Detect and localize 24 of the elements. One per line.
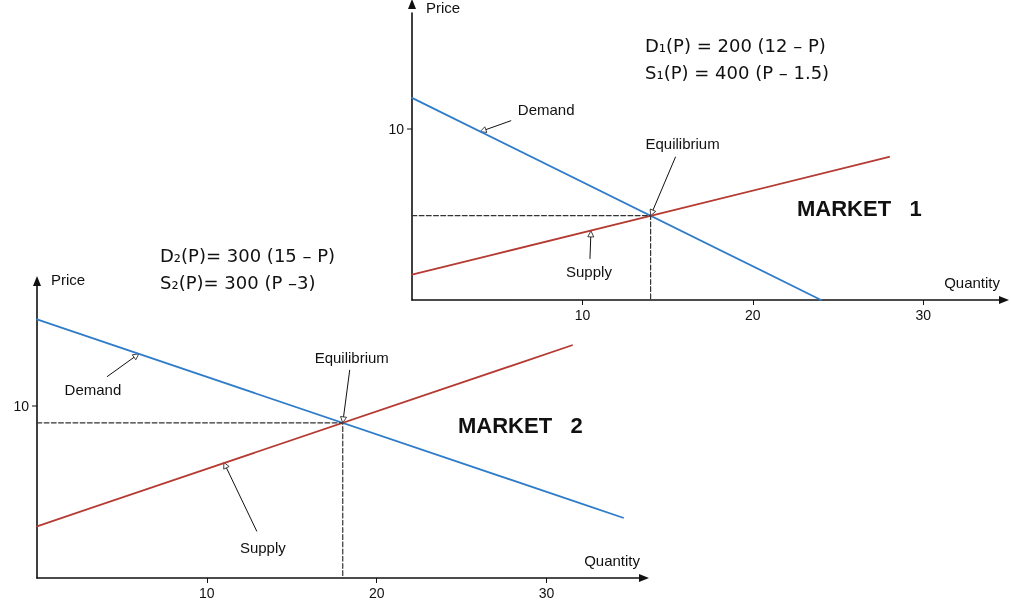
- x-tick-label: 10: [574, 307, 591, 323]
- x-tick-label: 10: [199, 585, 215, 601]
- x-tick-label: 30: [915, 307, 932, 323]
- annotation: MARKET 1: [797, 195, 922, 221]
- text: S₂(P)= 300 (P –3): [160, 271, 316, 293]
- x-tick-label: 20: [745, 307, 761, 323]
- annotation: Equilibrium: [645, 135, 720, 153]
- text: 10: [13, 398, 30, 414]
- annotation: Supply: [566, 263, 613, 281]
- annotation: Demand: [64, 381, 122, 399]
- y-axis-title: Price: [426, 0, 461, 16]
- annotation: MARKET 2: [458, 412, 583, 438]
- text: D₂(P)= 300 (15 – P): [160, 244, 336, 266]
- annotation: Equilibrium: [314, 349, 389, 367]
- annotation: Demand: [517, 101, 575, 119]
- x-axis-title: Quantity: [944, 274, 1001, 291]
- annotation: Supply: [239, 538, 287, 556]
- text: S₁(P) = 400 (P – 1.5): [645, 61, 830, 83]
- text: D₁(P) = 200 (12 – P): [645, 34, 826, 56]
- x-tick-label: 20: [368, 585, 385, 601]
- x-tick-label: 30: [538, 585, 555, 601]
- y-axis-title: Price: [51, 271, 86, 288]
- text: 10: [388, 121, 405, 137]
- x-axis-title: Quantity: [584, 552, 641, 569]
